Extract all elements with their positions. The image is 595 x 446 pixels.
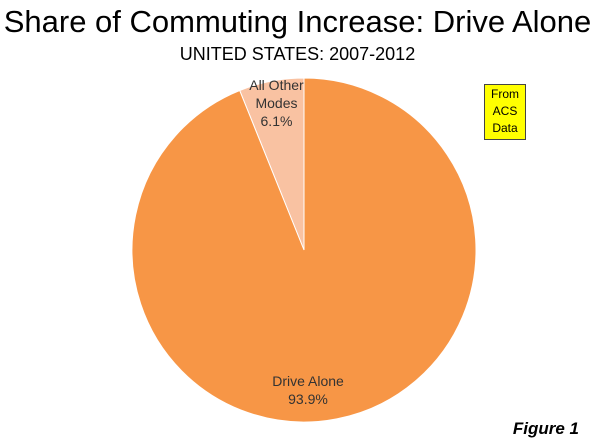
figure-label: Figure 1	[512, 419, 579, 438]
slice-label: Drive Alone 93.9%	[272, 373, 344, 407]
source-note-line: ACS	[492, 104, 518, 118]
slice-category-label: All Other	[249, 77, 304, 93]
chart-subtitle: UNITED STATES: 2007-2012	[179, 44, 416, 64]
slice-label: All Other Modes 6.1%	[249, 77, 304, 129]
slice-value-label: 93.9%	[288, 391, 328, 407]
slice-category-label: Drive Alone	[272, 373, 344, 389]
source-note-line: From	[491, 87, 519, 101]
source-note-line: Data	[492, 121, 518, 135]
chart-title: Share of Commuting Increase: Drive Alone	[3, 4, 592, 39]
slice-value-label: 6.1%	[261, 113, 293, 129]
slice-category-label: Modes	[255, 95, 297, 111]
pie-slice	[131, 77, 477, 423]
source-note: From ACS Data	[484, 84, 526, 140]
